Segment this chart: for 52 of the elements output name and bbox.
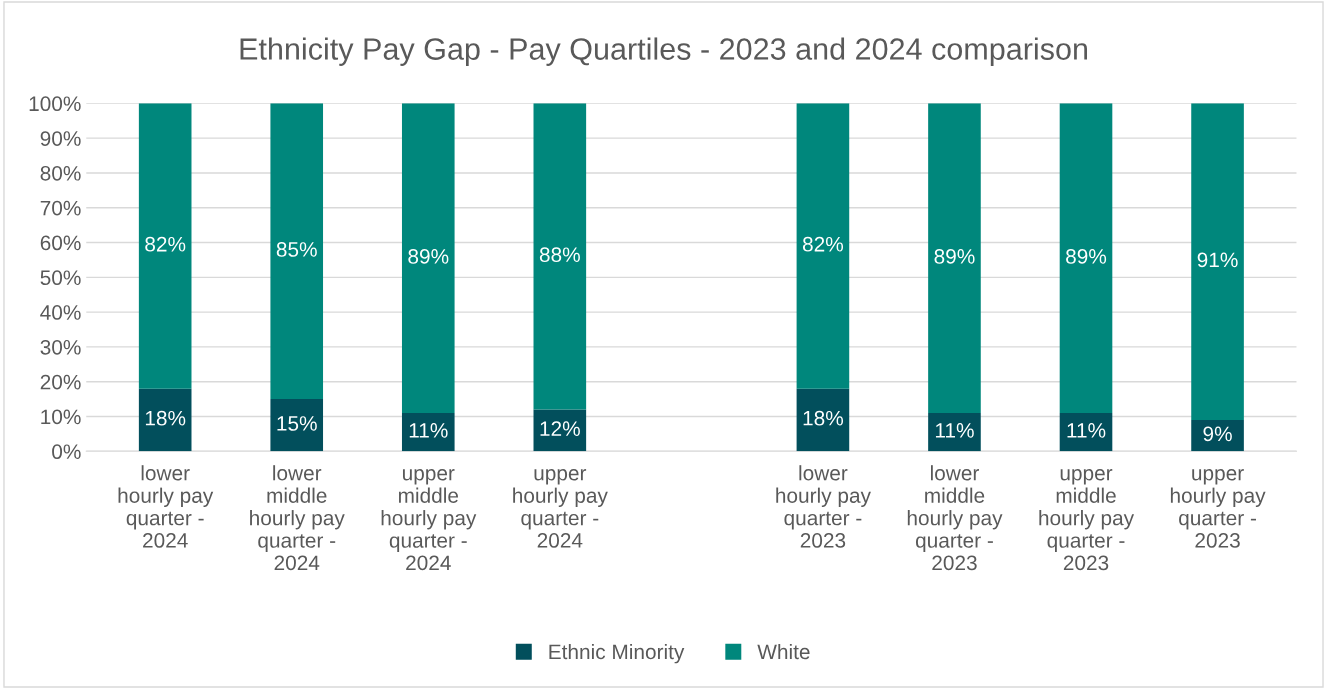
data-label: 88% — [539, 247, 580, 263]
bar — [270, 399, 324, 452]
y-tick-label: 100% — [29, 96, 81, 112]
x-tick-label: lower middle hourly pay quarter - 2023 — [907, 465, 1003, 571]
legend-label: Ethnic Minority — [549, 643, 685, 664]
y-tick-label: 40% — [40, 305, 81, 320]
data-label: 11% — [1067, 423, 1106, 438]
y-tick-label: 70% — [40, 200, 81, 216]
data-label: 89% — [408, 249, 449, 264]
data-label: 91% — [1197, 252, 1238, 268]
data-label: 11% — [935, 423, 974, 438]
x-tick-label: lower middle hourly pay quarter - 2024 — [250, 465, 345, 571]
x-tick-label: upper middle hourly pay quarter - 2023 — [1039, 469, 1135, 571]
data-label: 82% — [145, 236, 186, 252]
y-tick-label: 90% — [40, 131, 81, 146]
y-tick-label: 60% — [40, 235, 81, 251]
y-tick-label: 10% — [41, 409, 81, 425]
bar — [401, 103, 455, 414]
bar — [928, 103, 981, 414]
data-label: 89% — [934, 249, 975, 264]
bar — [796, 388, 850, 452]
bar — [401, 413, 455, 452]
bar — [138, 388, 192, 452]
bar — [138, 103, 192, 389]
bar — [928, 413, 981, 452]
x-tick-label: upper hourly pay quarter - 2023 — [1170, 469, 1266, 548]
x-tick-label: lower hourly pay quarter - 2023 — [776, 465, 871, 548]
x-tick-label: upper middle hourly pay quarter - 2024 — [381, 469, 477, 571]
y-tick-label: 80% — [40, 165, 81, 181]
data-label: 89% — [1066, 249, 1107, 264]
bar — [1191, 419, 1244, 452]
y-tick-label: 30% — [40, 339, 81, 355]
y-tick-label: 50% — [40, 270, 81, 286]
x-tick-label: upper hourly pay quarter - 2024 — [513, 469, 608, 548]
x-tick-label: lower hourly pay quarter - 2024 — [118, 465, 214, 548]
data-label: 11% — [409, 423, 448, 438]
bar — [1059, 103, 1113, 414]
bar — [270, 103, 324, 400]
data-label: 15% — [277, 416, 317, 431]
data-label: 82% — [802, 236, 844, 252]
data-label: 12% — [540, 421, 580, 436]
legend-label: White — [757, 643, 810, 660]
data-label: 85% — [276, 242, 317, 257]
chart-title: Ethnicity Pay Gap - Pay Quartiles - 2023 and 2024 comparison — [240, 37, 1087, 66]
data-label: 18% — [803, 410, 844, 426]
data-label: 9% — [1203, 426, 1232, 442]
data-label: 18% — [145, 410, 186, 426]
bar — [1191, 103, 1244, 420]
bar — [533, 103, 587, 410]
bar — [796, 103, 850, 389]
y-tick-label: 0% — [52, 444, 81, 460]
y-tick-label: 20% — [40, 374, 81, 390]
